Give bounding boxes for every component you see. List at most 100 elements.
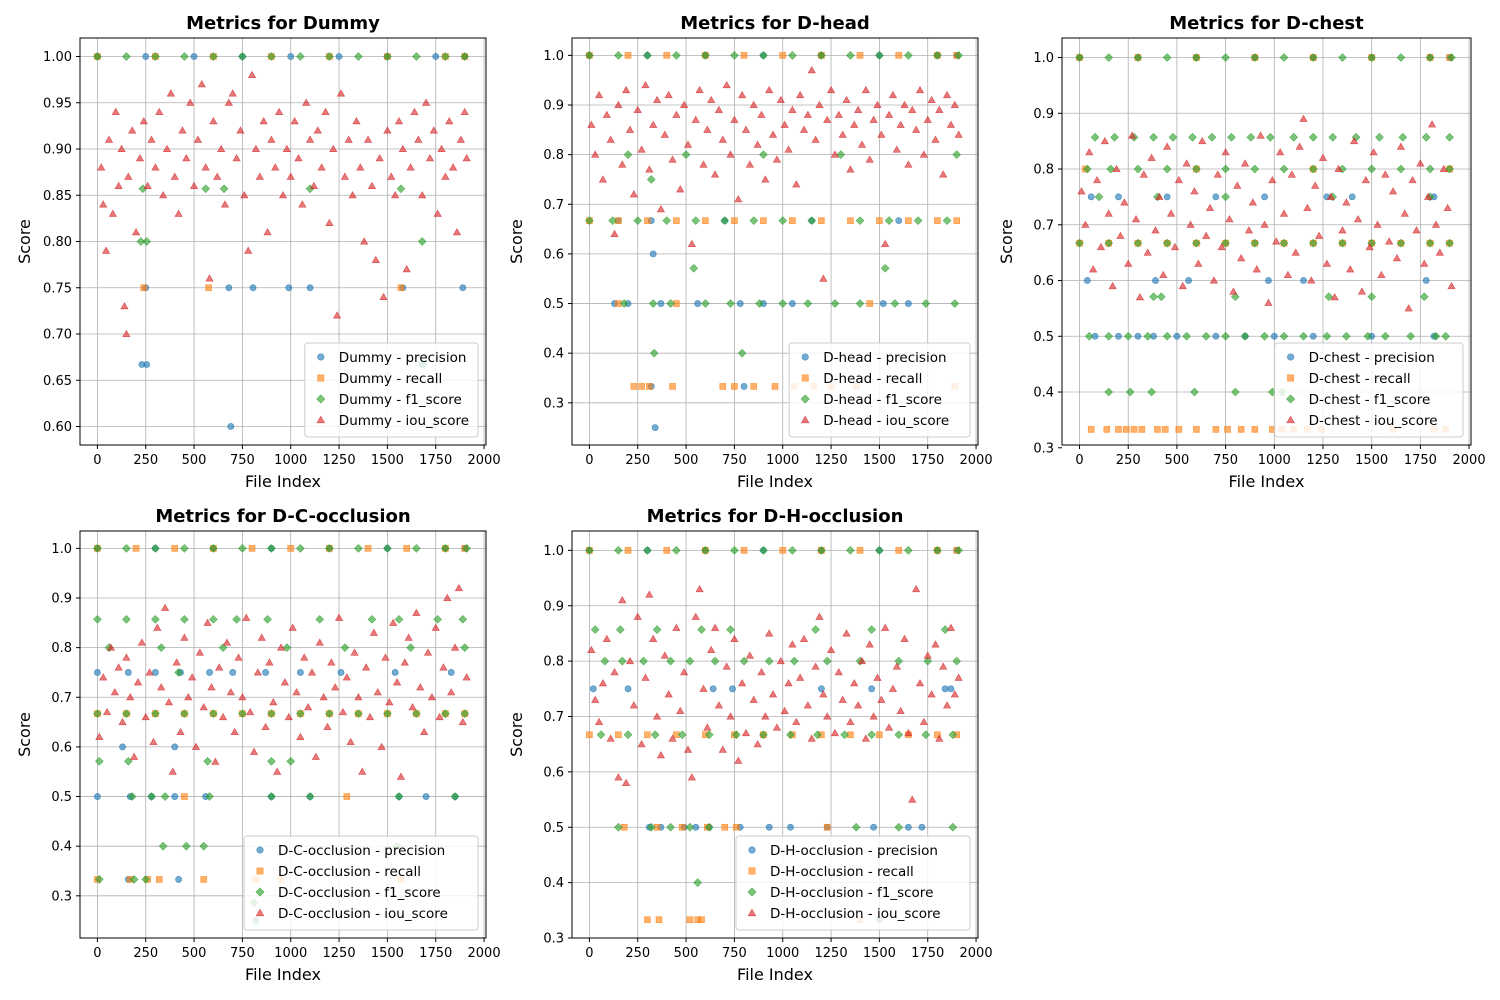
- data-point: [704, 822, 714, 832]
- data-point: [1338, 226, 1347, 234]
- data-point: [669, 383, 676, 390]
- data-point: [1192, 164, 1201, 174]
- data-point: [953, 217, 961, 224]
- y-tick-label: 0.3: [543, 932, 564, 947]
- data-point: [643, 546, 652, 555]
- data-point: [927, 95, 936, 104]
- data-point: [206, 669, 213, 676]
- legend-label: D-C-occlusion - recall: [278, 864, 421, 880]
- data-point: [1221, 331, 1230, 341]
- data-point: [122, 52, 131, 61]
- data-point: [1308, 164, 1318, 174]
- data-point: [826, 85, 836, 94]
- data-point: [731, 383, 738, 390]
- data-point: [672, 623, 681, 631]
- data-point: [788, 640, 797, 648]
- data-point: [1108, 281, 1117, 290]
- data-point: [151, 615, 160, 624]
- data-point: [1261, 193, 1268, 201]
- data-point: [311, 752, 320, 760]
- data-point: [939, 662, 948, 670]
- data-point: [1202, 231, 1211, 239]
- data-point: [846, 165, 855, 173]
- data-point: [439, 663, 448, 671]
- series-diamond: [585, 546, 963, 887]
- data-point: [425, 154, 435, 162]
- data-point: [182, 154, 191, 162]
- data-point: [1276, 148, 1285, 156]
- data-point: [1244, 226, 1254, 234]
- data-point: [1322, 331, 1332, 341]
- data-point: [813, 730, 822, 740]
- data-point: [306, 284, 314, 292]
- data-point: [286, 172, 295, 180]
- data-point: [1217, 242, 1226, 251]
- data-point: [649, 348, 659, 358]
- data-point: [819, 690, 828, 698]
- x-tick-label: 0: [1075, 453, 1083, 468]
- data-point: [823, 712, 832, 720]
- data-point: [122, 709, 131, 718]
- data-point: [861, 734, 870, 742]
- data-point: [1308, 238, 1318, 248]
- data-point: [271, 163, 280, 171]
- data-point: [171, 793, 179, 800]
- data-point: [950, 100, 959, 109]
- data-point: [846, 717, 855, 726]
- data-point: [450, 643, 460, 651]
- data-point: [458, 615, 468, 624]
- data-point: [1221, 148, 1230, 156]
- data-point: [1445, 238, 1454, 248]
- data-point: [168, 767, 177, 775]
- data-point: [1162, 238, 1172, 248]
- data-point: [1272, 237, 1281, 245]
- data-point: [249, 747, 259, 755]
- data-point: [710, 170, 720, 178]
- x-tick-label: 500: [1164, 453, 1189, 468]
- data-point: [815, 100, 824, 109]
- data-point: [788, 105, 797, 113]
- data-point: [830, 150, 840, 158]
- data-point: [93, 615, 102, 624]
- data-point: [1404, 304, 1413, 312]
- data-point: [149, 737, 158, 745]
- data-point: [151, 669, 159, 676]
- legend-label: D-chest - recall: [1309, 371, 1411, 387]
- data-point: [1420, 259, 1429, 267]
- data-point: [1155, 192, 1164, 200]
- data-point: [714, 701, 724, 709]
- x-tick-label: 2000: [468, 946, 501, 961]
- data-point: [296, 669, 304, 676]
- legend-label: D-head - precision: [823, 350, 946, 366]
- data-point: [707, 95, 716, 104]
- data-point: [130, 752, 139, 760]
- data-point: [102, 707, 112, 716]
- data-point: [406, 163, 415, 171]
- data-point: [950, 299, 960, 308]
- chart-title: Metrics for D-H-occlusion: [647, 506, 904, 527]
- data-point: [876, 217, 883, 224]
- data-point: [200, 876, 208, 883]
- data-point: [1295, 142, 1304, 150]
- data-point: [1154, 426, 1161, 433]
- data-point: [633, 105, 642, 113]
- data-point: [847, 217, 854, 224]
- data-point: [1361, 175, 1370, 184]
- legend-box: [788, 342, 971, 438]
- data-point: [954, 673, 963, 681]
- data-point: [736, 300, 744, 307]
- data-point: [691, 216, 701, 225]
- data-point: [232, 154, 241, 162]
- y-tick-label: 0.9: [1033, 107, 1054, 122]
- data-point: [876, 731, 883, 739]
- legend-box: [243, 835, 479, 931]
- x-axis-label: File Index: [1229, 472, 1305, 491]
- data-point: [719, 383, 727, 390]
- data-point: [623, 150, 633, 159]
- data-point: [630, 383, 638, 390]
- data-point: [1083, 277, 1091, 284]
- data-point: [622, 778, 631, 786]
- data-point: [908, 105, 917, 113]
- data-point: [420, 727, 429, 736]
- data-point: [649, 120, 658, 128]
